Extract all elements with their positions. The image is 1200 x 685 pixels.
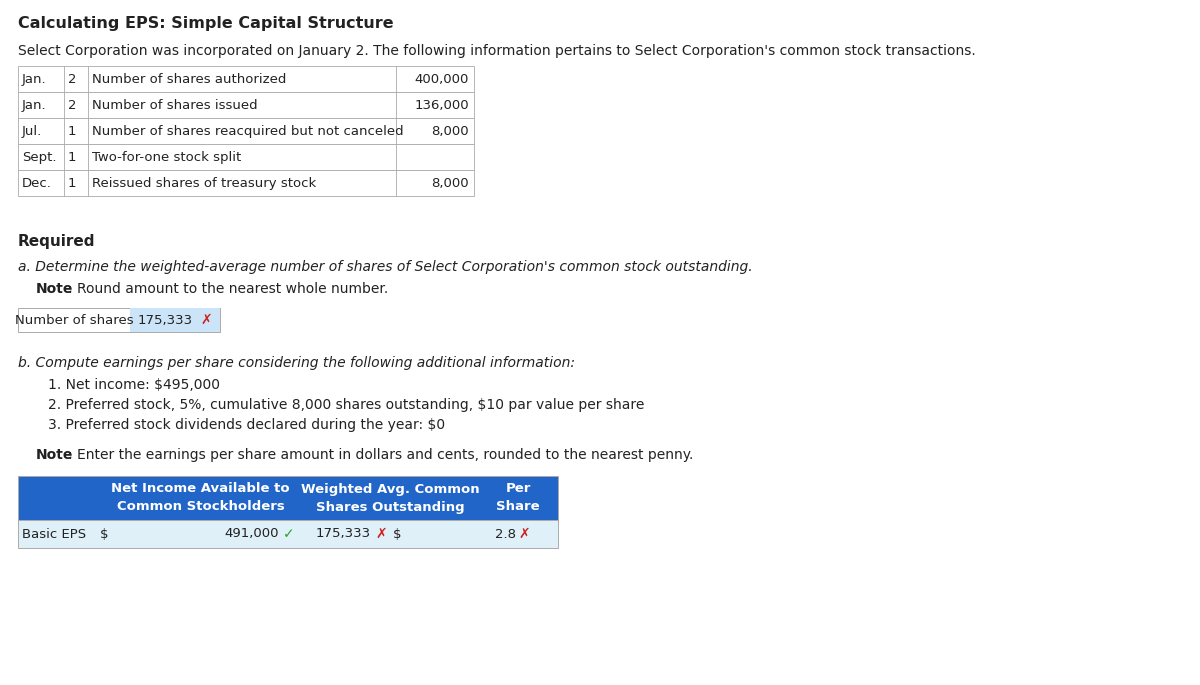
Text: Note: Note [36, 448, 73, 462]
Text: : Round amount to the nearest whole number.: : Round amount to the nearest whole numb… [68, 282, 389, 296]
Text: 491,000: 491,000 [224, 527, 278, 540]
Text: 2: 2 [68, 73, 77, 86]
Bar [130, 308, 220, 332]
Text: Jan.: Jan. [22, 73, 47, 86]
Text: 1: 1 [68, 125, 77, 138]
Text: Reissued shares of treasury stock: Reissued shares of treasury stock [92, 177, 317, 190]
Text: Note: Note [36, 282, 73, 296]
Text: 400,000: 400,000 [415, 73, 469, 86]
Text: Number of shares authorized: Number of shares authorized [92, 73, 287, 86]
Text: 8,000: 8,000 [431, 125, 469, 138]
Text: Number of shares reacquired but not canceled: Number of shares reacquired but not canc… [92, 125, 403, 138]
Text: 1. Net income: $495,000: 1. Net income: $495,000 [48, 378, 220, 392]
Text: Jul.: Jul. [22, 125, 42, 138]
Text: Basic EPS: Basic EPS [22, 527, 86, 540]
Text: 8,000: 8,000 [431, 177, 469, 190]
Bar [18, 144, 474, 170]
Bar [18, 520, 558, 548]
Text: ✗: ✗ [200, 313, 211, 327]
Bar [18, 92, 474, 118]
Text: Calculating EPS: Simple Capital Structure: Calculating EPS: Simple Capital Structur… [18, 16, 394, 31]
Text: Required: Required [18, 234, 96, 249]
Text: 2.8: 2.8 [496, 527, 516, 540]
Text: 3. Preferred stock dividends declared during the year: $0: 3. Preferred stock dividends declared du… [48, 418, 445, 432]
Text: 1: 1 [68, 177, 77, 190]
Text: b. Compute earnings per share considering the following additional information:: b. Compute earnings per share considerin… [18, 356, 575, 370]
Text: ✓: ✓ [283, 527, 295, 541]
Bar [18, 66, 474, 92]
Text: 175,333: 175,333 [138, 314, 193, 327]
Text: Weighted Avg. Common
Shares Outstanding: Weighted Avg. Common Shares Outstanding [301, 482, 480, 514]
Bar [18, 118, 474, 144]
Bar [18, 308, 220, 332]
Text: Select Corporation was incorporated on January 2. The following information pert: Select Corporation was incorporated on J… [18, 44, 976, 58]
Text: Jan.: Jan. [22, 99, 47, 112]
Text: $: $ [100, 527, 108, 540]
Text: ✗: ✗ [518, 527, 529, 541]
Text: Number of shares: Number of shares [14, 314, 133, 327]
Text: Dec.: Dec. [22, 177, 52, 190]
Text: ✗: ✗ [374, 527, 386, 541]
Text: Sept.: Sept. [22, 151, 56, 164]
Text: 1: 1 [68, 151, 77, 164]
Bar [18, 476, 558, 520]
Text: 175,333: 175,333 [316, 527, 371, 540]
Text: Net Income Available to
Common Stockholders: Net Income Available to Common Stockhold… [112, 482, 290, 514]
Text: $: $ [394, 527, 402, 540]
Text: Number of shares issued: Number of shares issued [92, 99, 258, 112]
Text: Two-for-one stock split: Two-for-one stock split [92, 151, 241, 164]
Text: : Enter the earnings per share amount in dollars and cents, rounded to the neare: : Enter the earnings per share amount in… [68, 448, 694, 462]
Text: 136,000: 136,000 [414, 99, 469, 112]
Text: a. Determine the weighted-average number of shares of Select Corporation's commo: a. Determine the weighted-average number… [18, 260, 752, 274]
Text: 2: 2 [68, 99, 77, 112]
Text: Per
Share: Per Share [496, 482, 540, 514]
Text: 2. Preferred stock, 5%, cumulative 8,000 shares outstanding, $10 par value per s: 2. Preferred stock, 5%, cumulative 8,000… [48, 398, 644, 412]
Bar [18, 170, 474, 196]
